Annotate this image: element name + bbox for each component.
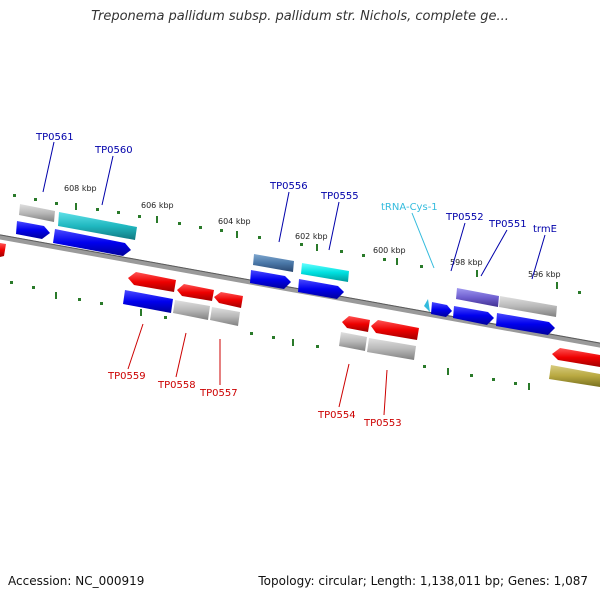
gene-arrow[interactable] bbox=[53, 229, 131, 256]
kbp-label: 596 kbp bbox=[528, 270, 561, 279]
kbp-label: 604 kbp bbox=[218, 217, 251, 226]
gene-arrow[interactable] bbox=[298, 279, 344, 299]
genome-summary-text: Topology: circular; Length: 1,138,011 bp… bbox=[258, 574, 588, 588]
gene-label[interactable]: trmE bbox=[533, 224, 557, 235]
gene-label[interactable]: TP0558 bbox=[157, 380, 196, 391]
gene-label[interactable]: TP0556 bbox=[269, 181, 308, 192]
gene-label[interactable]: TP0557 bbox=[199, 388, 238, 399]
lower-gene-labels: TP0559 TP0558 TP0557 TP0554 TP0553 bbox=[107, 371, 402, 429]
gene-label[interactable]: TP0561 bbox=[35, 132, 74, 143]
gene-feature[interactable] bbox=[499, 296, 557, 317]
upper-leader-lines bbox=[42, 141, 546, 280]
gene-feature[interactable] bbox=[123, 290, 173, 313]
gene-feature[interactable] bbox=[339, 332, 367, 351]
gene-feature[interactable] bbox=[210, 307, 240, 326]
scale-labels: 608 kbp 606 kbp 604 kbp 602 kbp 600 kbp … bbox=[64, 184, 561, 279]
map-title: Treponema pallidum subsp. pallidum str. … bbox=[91, 9, 509, 24]
kbp-label: 606 kbp bbox=[141, 201, 174, 210]
gene-feature[interactable] bbox=[19, 204, 55, 222]
kbp-label: 602 kbp bbox=[295, 232, 328, 241]
gene-arrow[interactable] bbox=[250, 270, 291, 289]
lower-scale-ticks bbox=[10, 281, 530, 390]
gene-arrow[interactable] bbox=[496, 313, 555, 335]
upper-gene-features bbox=[16, 204, 557, 335]
gene-arrow[interactable] bbox=[342, 316, 370, 332]
gene-label[interactable]: TP0554 bbox=[317, 410, 356, 421]
gene-arrow[interactable] bbox=[431, 302, 452, 317]
gene-label[interactable]: TP0559 bbox=[107, 371, 146, 382]
gene-arrow[interactable] bbox=[371, 320, 419, 340]
gene-label[interactable]: tRNA-Cys-1 bbox=[381, 202, 438, 213]
gene-arrow[interactable] bbox=[177, 284, 214, 301]
gene-label[interactable]: TP0552 bbox=[445, 212, 484, 223]
gene-feature[interactable] bbox=[367, 338, 416, 360]
lower-gene-features bbox=[0, 243, 600, 387]
trna-feature[interactable] bbox=[424, 299, 430, 312]
gene-label[interactable]: TP0560 bbox=[94, 145, 133, 156]
gene-label[interactable]: TP0551 bbox=[488, 219, 527, 230]
gene-arrow[interactable] bbox=[0, 243, 6, 257]
upper-scale-ticks bbox=[13, 194, 581, 294]
gene-arrow[interactable] bbox=[214, 292, 243, 308]
upper-gene-labels: TP0561 TP0560 TP0556 TP0555 tRNA-Cys-1 T… bbox=[35, 132, 557, 235]
gene-arrow[interactable] bbox=[453, 306, 494, 325]
gene-feature[interactable] bbox=[456, 288, 499, 307]
gene-arrow[interactable] bbox=[128, 272, 176, 292]
accession-text: Accession: NC_000919 bbox=[8, 574, 145, 588]
lower-leader-lines bbox=[127, 323, 388, 416]
gene-feature[interactable] bbox=[58, 212, 137, 240]
kbp-label: 598 kbp bbox=[450, 258, 483, 267]
kbp-label: 600 kbp bbox=[373, 246, 406, 255]
gene-feature[interactable] bbox=[173, 300, 210, 320]
gene-label[interactable]: TP0553 bbox=[363, 418, 402, 429]
gene-feature[interactable] bbox=[301, 263, 349, 282]
gene-arrow[interactable] bbox=[16, 221, 50, 239]
gene-label[interactable]: TP0555 bbox=[320, 191, 359, 202]
gene-arrow[interactable] bbox=[552, 348, 600, 367]
kbp-label: 608 kbp bbox=[64, 184, 97, 193]
gene-feature[interactable] bbox=[253, 254, 294, 272]
gene-feature[interactable] bbox=[549, 365, 600, 387]
